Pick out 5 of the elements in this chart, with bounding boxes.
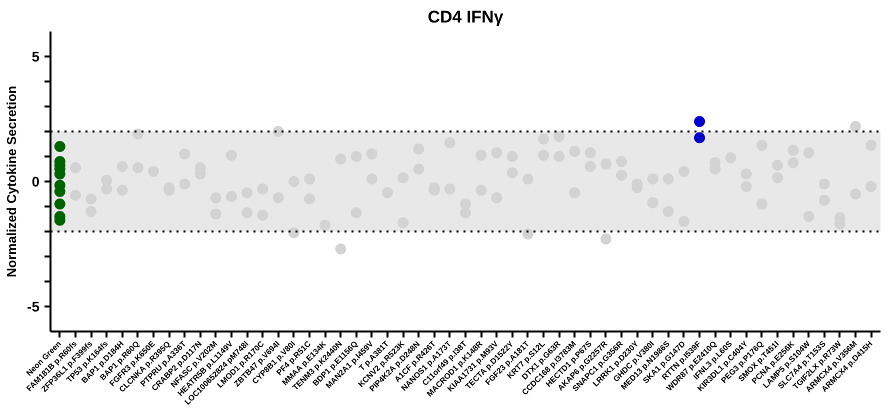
y-tick-label: -5	[27, 298, 40, 314]
y-tick-label: 0	[32, 174, 40, 190]
chart-title: CD4 IFNγ	[428, 8, 504, 26]
y-tick-label: 5	[32, 48, 40, 64]
y-axis-title: Normalized Cytokine Secretion	[4, 86, 20, 278]
